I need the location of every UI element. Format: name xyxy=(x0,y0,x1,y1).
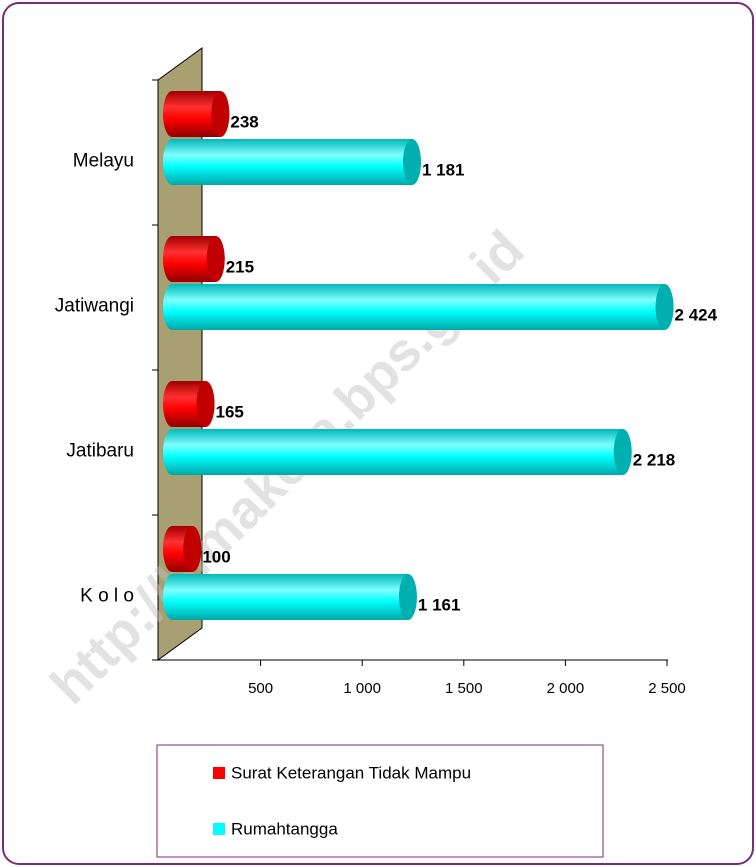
bar xyxy=(163,139,421,185)
value-label: 238 xyxy=(230,112,258,131)
value-label: 2 424 xyxy=(675,305,718,324)
x-tick-label: 1 500 xyxy=(445,680,483,697)
bar-cap xyxy=(402,139,421,185)
x-tick-label: 2 500 xyxy=(648,680,686,697)
legend-label: Surat Keterangan Tidak Mampu xyxy=(231,763,471,782)
legend xyxy=(156,744,604,858)
x-tick-label: 1 000 xyxy=(343,680,381,697)
bar-cap xyxy=(211,91,230,137)
value-label: 100 xyxy=(202,547,230,566)
bar-cap xyxy=(206,236,225,282)
value-label: 2 218 xyxy=(633,450,676,469)
bar-cap xyxy=(398,574,417,620)
legend-swatch xyxy=(213,823,225,835)
y-tick-label: Jatibaru xyxy=(66,441,134,462)
bar-cap xyxy=(613,429,632,475)
legend-swatch xyxy=(213,767,225,779)
y-tick-label: Jatiwangi xyxy=(55,296,134,317)
y-tick-label: Melayu xyxy=(73,151,134,172)
x-tick-label: 500 xyxy=(248,680,273,697)
bar-cap xyxy=(183,526,202,572)
bar xyxy=(163,429,632,475)
value-label: 215 xyxy=(226,257,254,276)
x-tick-label: 2 000 xyxy=(547,680,585,697)
bar-cap xyxy=(196,381,215,427)
legend-label: Rumahtangga xyxy=(231,819,338,838)
value-label: 165 xyxy=(216,402,244,421)
y-tick-label: K o l o xyxy=(80,586,134,607)
bar xyxy=(163,284,674,330)
bar xyxy=(163,574,417,620)
bar-cap xyxy=(655,284,674,330)
value-label: 1 181 xyxy=(422,160,465,179)
value-label: 1 161 xyxy=(418,595,461,614)
